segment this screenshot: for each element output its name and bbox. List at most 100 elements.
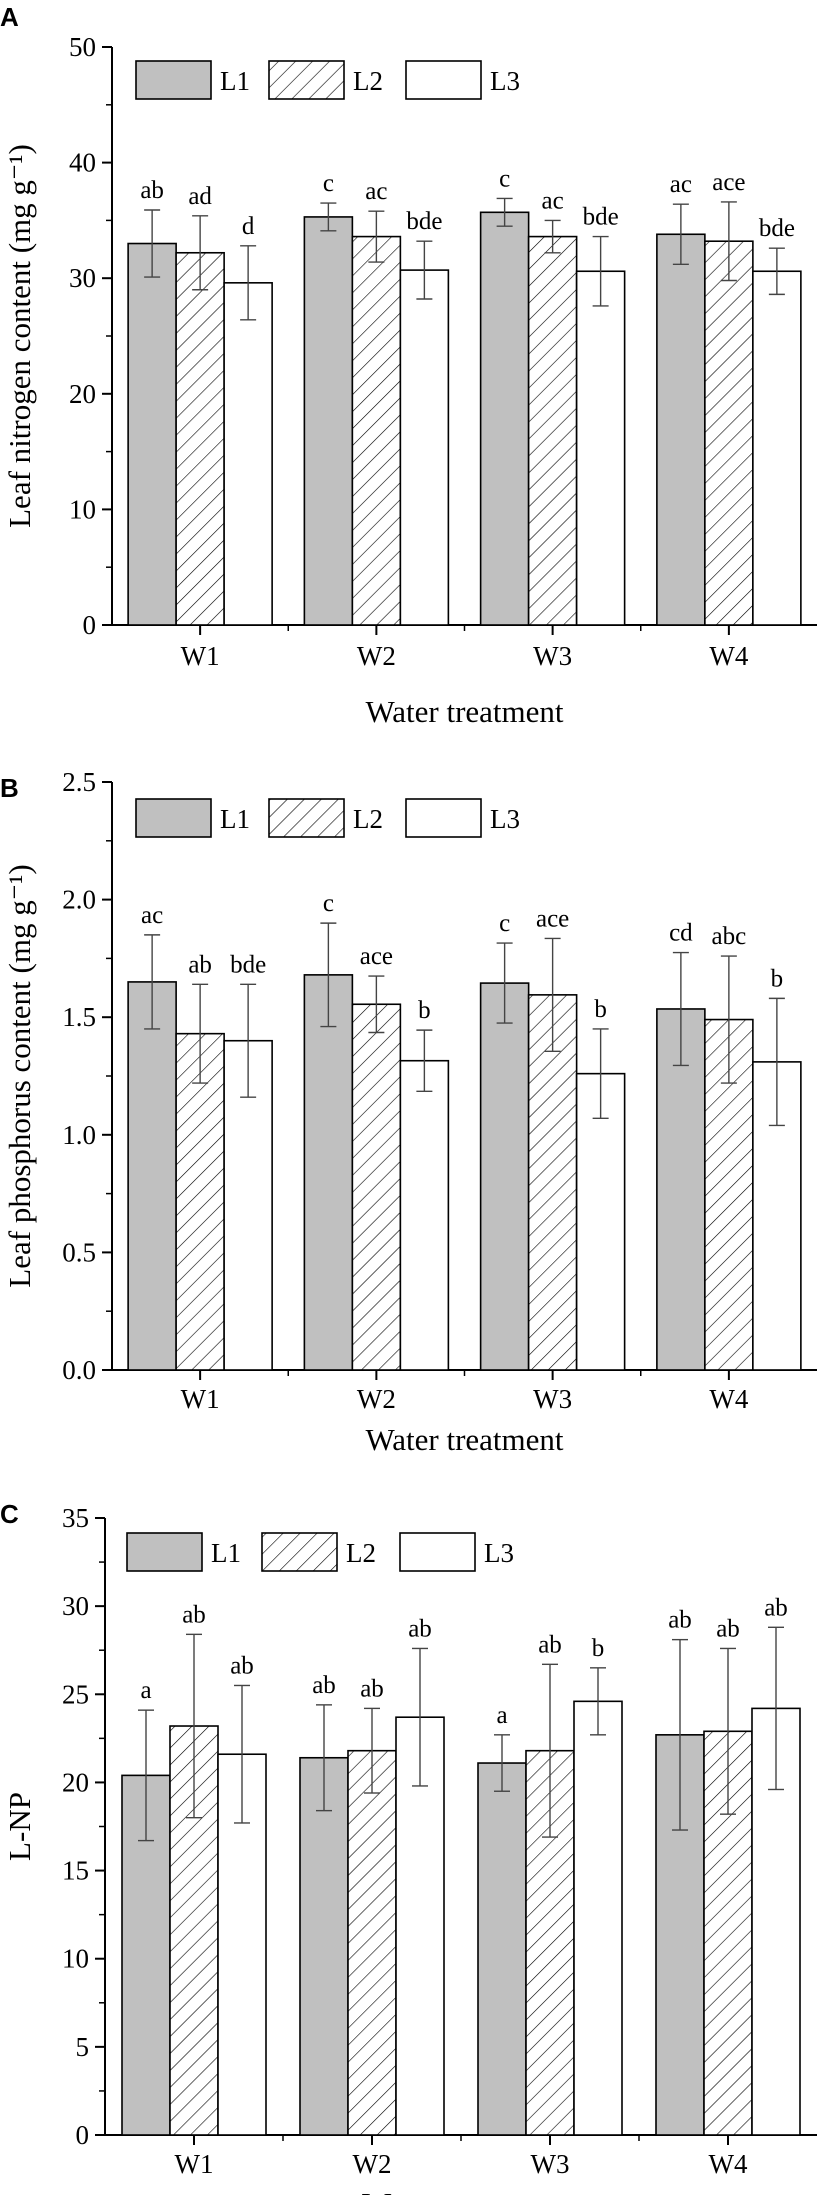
x-tick-label: W1 bbox=[181, 1384, 220, 1414]
bar-l2-w3 bbox=[527, 994, 578, 1371]
significance-letter: bde bbox=[583, 204, 619, 231]
y-tick-label: 2.5 bbox=[62, 767, 96, 797]
bar-l3-w4 bbox=[752, 270, 802, 626]
legend-label: L1 bbox=[211, 1538, 241, 1568]
y-tick-label: 10 bbox=[69, 494, 96, 524]
significance-letter: bde bbox=[406, 208, 442, 235]
y-tick-label: 0 bbox=[83, 610, 97, 640]
y-tick-label: 2.0 bbox=[62, 885, 96, 915]
significance-letter: b bbox=[771, 965, 784, 992]
y-tick-label: 20 bbox=[62, 1767, 89, 1797]
x-tick-label: W2 bbox=[353, 2149, 392, 2179]
bar-l1-w2 bbox=[303, 974, 354, 1371]
significance-letter: ab bbox=[538, 1631, 562, 1658]
legend-swatch-l1 bbox=[126, 1532, 203, 1572]
legend-swatch-l2 bbox=[261, 1532, 338, 1572]
significance-letter: ac bbox=[542, 187, 564, 214]
y-tick-label: 0 bbox=[76, 2120, 90, 2150]
significance-letter: ad bbox=[188, 183, 212, 210]
significance-letter: ab bbox=[188, 951, 212, 978]
significance-letter: ace bbox=[360, 943, 393, 970]
y-tick-label: 0.0 bbox=[62, 1355, 96, 1385]
legend-swatch-l2 bbox=[268, 60, 345, 100]
x-axis-title: Water treatment bbox=[365, 694, 563, 729]
x-tick-label: W4 bbox=[709, 641, 748, 671]
y-tick-label: 30 bbox=[69, 263, 96, 293]
y-tick-label: 1.5 bbox=[62, 1002, 96, 1032]
significance-letter: ab bbox=[764, 1594, 788, 1621]
significance-letter: ab bbox=[668, 1607, 692, 1634]
bar-l3-w2 bbox=[399, 1059, 450, 1371]
x-axis-title: Water treatment bbox=[365, 1422, 563, 1457]
x-tick-label: W4 bbox=[709, 2149, 748, 2179]
legend-swatch-l1 bbox=[135, 798, 212, 838]
bar-l2-w3 bbox=[527, 235, 578, 626]
bar-l2-w1 bbox=[175, 251, 225, 626]
legend-label: L2 bbox=[353, 804, 383, 834]
significance-letter: b bbox=[418, 997, 431, 1024]
legend-swatch-l3 bbox=[405, 798, 482, 838]
significance-letter: ab bbox=[360, 1675, 384, 1702]
y-tick-label: 35 bbox=[62, 1503, 89, 1533]
significance-letter: ac bbox=[365, 178, 387, 205]
significance-letter: b bbox=[594, 996, 607, 1023]
bar-l2-w4 bbox=[704, 240, 754, 626]
legend-label: L3 bbox=[490, 804, 520, 834]
significance-letter: bde bbox=[759, 215, 795, 242]
bar-l2-w2 bbox=[351, 1003, 402, 1371]
legend-label: L1 bbox=[220, 804, 250, 834]
bar-l1-w1 bbox=[127, 242, 177, 626]
legend-label: L2 bbox=[353, 66, 383, 96]
legend-swatch-l1 bbox=[135, 60, 212, 100]
significance-letter: b bbox=[592, 1635, 605, 1662]
significance-letter: c bbox=[323, 890, 334, 917]
bar-l3-w2 bbox=[399, 269, 450, 626]
bar-l2-w1 bbox=[175, 1032, 225, 1371]
bar-l1-w4 bbox=[656, 233, 706, 626]
x-axis-title: Water treatment bbox=[362, 2186, 560, 2195]
y-axis-title: Leaf nitrogen content (mg g⁻¹) bbox=[2, 144, 37, 528]
panel-label: B bbox=[0, 773, 19, 803]
significance-letter: a bbox=[140, 1677, 151, 1704]
legend-label: L2 bbox=[346, 1538, 376, 1568]
bar-l3-w3 bbox=[573, 1700, 623, 2136]
bar-l1-w3 bbox=[479, 211, 530, 626]
bar-l2-w2 bbox=[347, 1749, 397, 2136]
bar-l1-w2 bbox=[299, 1756, 349, 2136]
bar-l3-w1 bbox=[223, 282, 273, 626]
significance-letter: ab bbox=[140, 177, 164, 204]
y-tick-label: 25 bbox=[62, 1679, 89, 1709]
bar-l2-w2 bbox=[351, 235, 402, 626]
significance-letter: cd bbox=[669, 920, 693, 947]
bar-l1-w3 bbox=[477, 1762, 527, 2136]
significance-letter: ab bbox=[230, 1652, 254, 1679]
x-tick-label: W1 bbox=[175, 2149, 214, 2179]
significance-letter: ab bbox=[312, 1672, 336, 1699]
legend-swatch-l3 bbox=[405, 60, 482, 100]
significance-letter: bde bbox=[230, 951, 266, 978]
y-tick-label: 50 bbox=[69, 32, 96, 62]
legend-label: L3 bbox=[490, 66, 520, 96]
y-tick-label: 5 bbox=[76, 2032, 90, 2062]
y-tick-label: 10 bbox=[62, 1944, 89, 1974]
bar-l1-w2 bbox=[303, 216, 354, 626]
legend-swatch-l3 bbox=[399, 1532, 476, 1572]
x-tick-label: W4 bbox=[709, 1384, 748, 1414]
bar-l3-w3 bbox=[575, 1072, 626, 1371]
y-axis-title: Leaf phosphorus content (mg g⁻¹) bbox=[2, 864, 37, 1287]
legend-label: L1 bbox=[220, 66, 250, 96]
significance-letter: ace bbox=[712, 169, 745, 196]
x-tick-label: W2 bbox=[357, 1384, 396, 1414]
significance-letter: ab bbox=[408, 1615, 432, 1642]
x-tick-label: W3 bbox=[533, 641, 572, 671]
bar-l1-w3 bbox=[479, 982, 530, 1371]
significance-letter: ace bbox=[536, 905, 569, 932]
bar-l3-w3 bbox=[575, 270, 626, 626]
significance-letter: d bbox=[242, 213, 255, 240]
y-tick-label: 30 bbox=[62, 1591, 89, 1621]
significance-letter: abc bbox=[712, 923, 747, 950]
significance-letter: ab bbox=[182, 1601, 206, 1628]
x-tick-label: W1 bbox=[181, 641, 220, 671]
